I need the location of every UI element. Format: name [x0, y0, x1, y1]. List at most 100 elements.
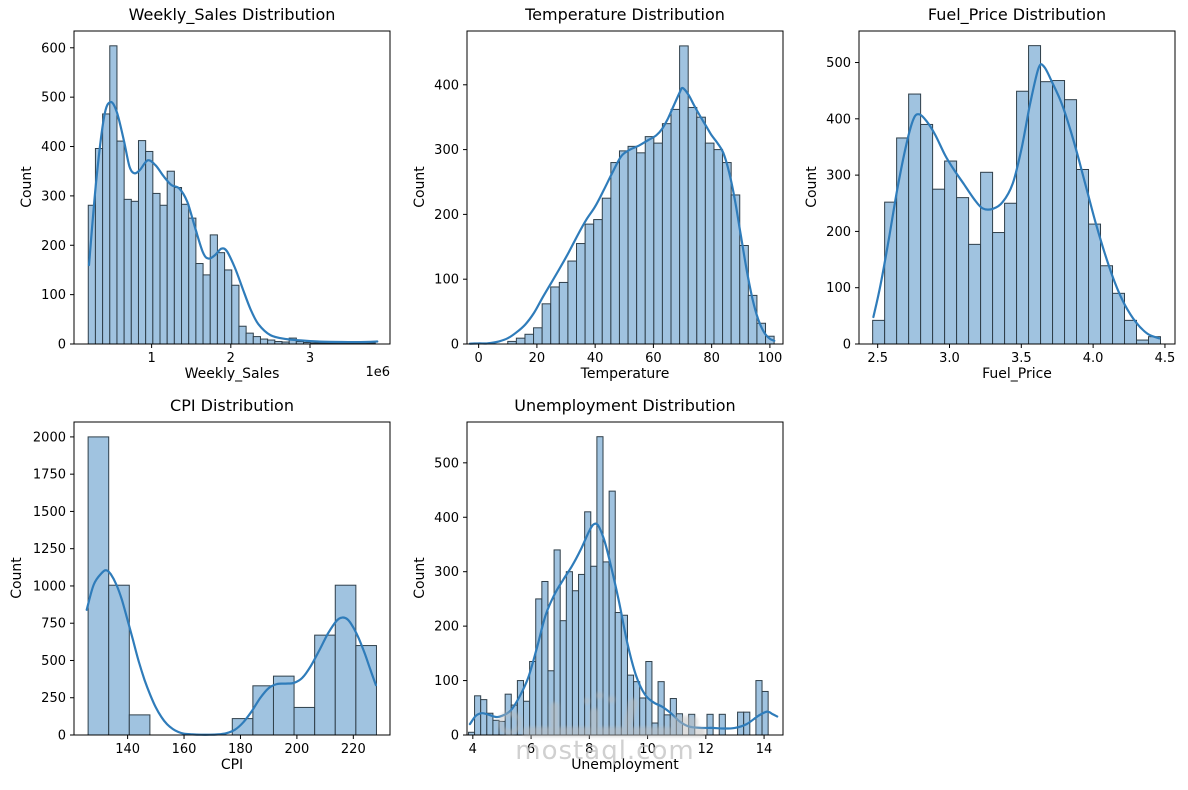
x-tick-label: 6 — [527, 742, 535, 757]
histogram-bar — [920, 123, 934, 345]
y-tick-label: 100 — [41, 288, 66, 303]
x-axis-offset-label: 1e6 — [365, 365, 390, 380]
x-tick-label: 60 — [645, 351, 662, 366]
histogram-bar — [209, 234, 218, 345]
histogram-bar — [1124, 319, 1138, 345]
histogram-bar — [267, 339, 276, 345]
histogram-bar — [636, 152, 646, 345]
histogram-bar — [992, 232, 1006, 345]
x-tick-label: 80 — [703, 351, 720, 366]
histogram-bar — [571, 590, 580, 736]
histogram-bar — [944, 160, 958, 345]
histogram-bar — [584, 511, 592, 736]
histogram-bar — [314, 634, 336, 736]
histogram-bar — [565, 571, 573, 736]
histogram-bar — [547, 670, 555, 736]
histogram-bar — [202, 274, 211, 345]
histogram-bar — [523, 700, 531, 736]
x-axis-label: Temperature — [580, 366, 670, 382]
histogram-bar — [1100, 265, 1114, 345]
plot-title: Weekly_Sales Distribution — [128, 5, 336, 24]
x-axis-label: Weekly_Sales — [184, 366, 280, 382]
histogram-bar — [173, 187, 183, 345]
histogram-bar — [238, 325, 247, 345]
histogram-bar — [181, 203, 190, 345]
y-tick-label: 500 — [434, 456, 459, 471]
histogram-bar — [1052, 80, 1066, 345]
plot-title: Temperature Distribution — [525, 5, 725, 24]
histogram-bar — [123, 198, 132, 345]
x-tick-label: 14 — [756, 742, 773, 757]
plot-title: Fuel_Price Distribution — [927, 5, 1107, 24]
x-tick-label: 1 — [147, 351, 155, 366]
histogram-bar — [718, 713, 726, 736]
histogram-bar — [498, 720, 506, 736]
histogram-bar — [706, 713, 714, 736]
histogram-bar — [896, 137, 910, 345]
histogram-bar — [651, 722, 659, 736]
histogram-bar — [541, 303, 552, 345]
x-tick-label: 3.0 — [939, 351, 960, 366]
subplot-unemployment: Unemployment Distribution Count 4 6 8 10 12 1… — [393, 391, 789, 790]
histogram-bar — [687, 106, 698, 345]
histogram-bar — [216, 252, 226, 345]
plot-frame — [73, 421, 391, 736]
histogram-bar — [259, 338, 269, 345]
histogram-bar — [480, 699, 488, 736]
histogram-plot: 1 2 3 0 100 200 300 400 500 600 — [41, 30, 391, 366]
y-tick-label: 0 — [451, 729, 459, 744]
y-tick-label: 500 — [41, 654, 66, 669]
x-tick-label: 140 — [115, 742, 140, 757]
histogram-bar — [755, 680, 763, 736]
histogram-bar — [704, 142, 715, 345]
histogram-bar — [152, 192, 161, 345]
histogram-bar — [535, 598, 543, 736]
histogram-bar — [627, 145, 638, 345]
histogram-bar — [1088, 223, 1102, 345]
histogram-bar — [661, 123, 672, 345]
plot-title: CPI Distribution — [170, 396, 294, 415]
histogram-bar — [159, 204, 168, 345]
y-tick-label: 0 — [58, 338, 66, 353]
y-tick-label: 1750 — [33, 468, 66, 483]
histogram-bar — [558, 281, 569, 345]
x-tick-label: 2.5 — [867, 351, 888, 366]
y-tick-label: 300 — [826, 169, 851, 184]
histogram-bar — [245, 332, 254, 345]
histogram-bar — [614, 612, 622, 736]
histogram-bar — [231, 284, 240, 345]
histogram-bar — [1028, 45, 1042, 345]
x-tick-label: 40 — [587, 351, 604, 366]
subplot-cpi: CPI Distribution Count 140 160 180 200 220 0 2… — [0, 391, 396, 790]
x-tick-label: 4.5 — [1155, 351, 1176, 366]
histogram-bar — [128, 714, 151, 736]
histogram-bar — [653, 142, 663, 345]
histogram-bar — [639, 697, 647, 736]
y-tick-label: 400 — [41, 140, 66, 155]
histogram-plot: 4 6 8 10 12 14 0 100 200 300 400 500 — [434, 421, 784, 757]
x-tick-label: 200 — [284, 742, 309, 757]
x-tick-label: 10 — [639, 742, 656, 757]
y-tick-label: 300 — [41, 189, 66, 204]
plot-frame — [73, 30, 391, 345]
histogram-bar — [608, 490, 616, 736]
y-tick-label: 400 — [826, 112, 851, 127]
y-tick-label: 250 — [41, 691, 66, 706]
histogram-bar — [602, 561, 610, 736]
histogram-bar — [567, 260, 578, 345]
subplot-temperature: Temperature Distribution Count 0 20 40 60 80… — [393, 0, 789, 390]
kde-curve — [87, 100, 379, 344]
y-tick-label: 100 — [826, 281, 851, 296]
kde-curve — [872, 63, 1161, 340]
histogram-bar — [188, 217, 197, 345]
y-tick-label: 0 — [451, 338, 459, 353]
histogram-bar — [1040, 81, 1054, 345]
y-tick-label: 100 — [434, 273, 459, 288]
histogram-bar — [130, 200, 139, 345]
x-tick-label: 180 — [228, 742, 253, 757]
y-tick-label: 500 — [41, 91, 66, 106]
x-tick-label: 220 — [341, 742, 366, 757]
y-tick-label: 1250 — [33, 542, 66, 557]
histogram-bar — [688, 713, 696, 736]
histogram-bar — [584, 223, 595, 345]
